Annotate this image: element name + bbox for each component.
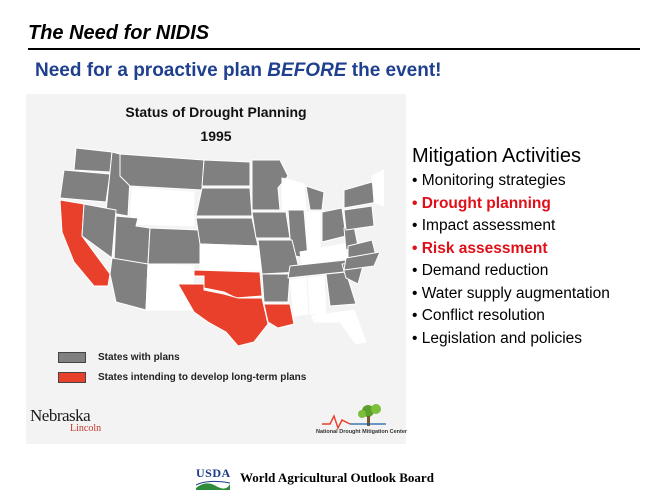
state-louisiana <box>263 303 295 329</box>
state-texas <box>177 283 269 346</box>
footer: USDA World Agricultural Outlook Board <box>196 466 434 490</box>
state-mississippi <box>289 277 309 317</box>
state-pennsylvania <box>343 205 375 231</box>
mitigation-activities: Mitigation Activities • Monitoring strat… <box>412 145 610 350</box>
state-ohio <box>321 207 347 243</box>
state-arizona <box>109 257 149 311</box>
ndmc-name: National Drought Mitigation Center <box>316 429 408 435</box>
state-oklahoma <box>193 269 263 299</box>
subtitle-text-post: the event! <box>346 60 442 81</box>
state-minnesota <box>251 159 289 211</box>
state-washington <box>73 147 113 173</box>
state-north-carolina <box>343 251 381 271</box>
legend-row-with-plans: States with plans <box>58 352 180 363</box>
state-kansas <box>199 243 261 271</box>
activity-item: • Demand reduction <box>412 262 549 279</box>
activity-item: • Impact assessment <box>412 217 556 234</box>
activity-item: • Risk assessment <box>412 239 548 257</box>
map-year: 1995 <box>200 128 232 144</box>
ndmc-logo: National Drought Mitigation Center <box>316 402 408 442</box>
activity-item: • Monitoring strategies <box>412 172 566 189</box>
activity-item: • Water supply augmentation <box>412 284 610 302</box>
state-indiana <box>305 211 321 255</box>
legend-swatch-gray <box>58 352 86 363</box>
state-arkansas <box>261 273 291 303</box>
legend-swatch-red <box>58 372 86 383</box>
activities-heading: Mitigation Activities <box>412 145 581 167</box>
state-wisconsin <box>281 177 307 211</box>
state-michigan <box>305 185 325 211</box>
legend-label-with-plans: States with plans <box>98 352 180 363</box>
footer-board-name: World Agricultural Outlook Board <box>240 470 434 485</box>
usda-logo: USDA <box>196 466 230 490</box>
state-georgia <box>325 271 357 307</box>
state-alabama <box>307 275 327 315</box>
nebraska-logo: Nebraska Lincoln <box>30 406 101 434</box>
activity-item: • Legislation and policies <box>412 329 583 347</box>
state-nebraska <box>195 217 259 247</box>
subtitle-text-pre: Need for a proactive plan <box>35 60 268 81</box>
activity-item: • Conflict resolution <box>412 307 545 324</box>
state-colorado <box>147 227 201 265</box>
usda-hills-icon <box>196 480 230 490</box>
nebraska-wordmark: Nebraska <box>30 406 91 425</box>
state-north-dakota <box>201 159 251 187</box>
state-florida <box>311 309 367 345</box>
state-south-dakota <box>195 187 253 217</box>
state-new-england <box>371 169 384 207</box>
state-wyoming <box>129 187 195 227</box>
state-iowa <box>251 211 291 239</box>
state-oregon <box>59 169 111 203</box>
ndmc-tree-icon <box>322 404 386 430</box>
map-title: Status of Drought Planning <box>125 104 307 120</box>
usda-logo-text: USDA <box>196 466 231 480</box>
slide-subtitle: Need for a proactive plan BEFORE the eve… <box>35 60 442 82</box>
legend-row-intending: States intending to develop long-term pl… <box>58 372 306 383</box>
legend-label-intending: States intending to develop long-term pl… <box>98 372 307 383</box>
drought-planning-figure: Status of Drought Planning 1995 <box>26 94 408 444</box>
state-new-mexico <box>145 263 195 311</box>
slide-title: The Need for NIDIS <box>28 22 210 44</box>
nebraska-lincoln: Lincoln <box>70 423 102 434</box>
state-montana <box>119 153 205 191</box>
subtitle-text-emphasis: BEFORE <box>267 60 347 81</box>
title-divider <box>28 48 640 50</box>
activity-item: • Drought planning <box>412 194 551 212</box>
us-states-map <box>59 147 384 346</box>
